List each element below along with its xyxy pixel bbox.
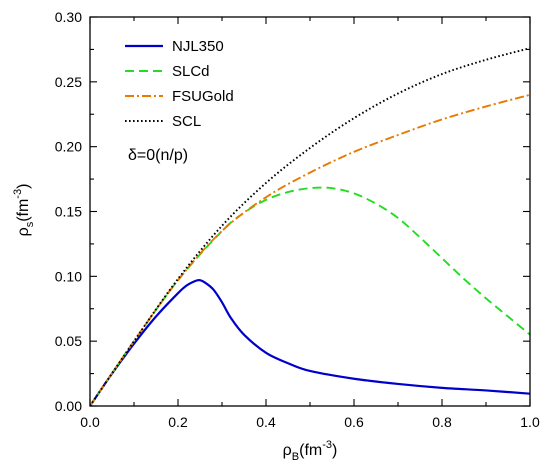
y-tick-label: 0.30 <box>55 9 82 25</box>
y-tick-label: 0.05 <box>55 333 82 349</box>
y-tick-label: 0.10 <box>55 268 82 284</box>
x-tick-label: 0.0 <box>80 414 100 430</box>
ticks-layer: 0.0 0.2 0.4 0.6 0.8 1.0 0.00 0.05 0.10 0.15 0.20 0.… <box>55 9 540 430</box>
x-axis-label: ρB(fm-3) <box>283 439 338 463</box>
legend-label-scl: SCL <box>172 113 201 130</box>
annotation-text: δ=0(n/p) <box>128 147 188 164</box>
series-line-njl350 <box>90 279 530 406</box>
y-tick-label: 0.20 <box>55 139 82 155</box>
y-axis-label: ρs(fm-3) <box>12 184 36 237</box>
y-tick-label: 0.25 <box>55 74 82 90</box>
plot-frame <box>89 16 531 407</box>
legend-label-njl350: NJL350 <box>172 38 224 55</box>
legend: NJL350 SLCd FSUGold SCL <box>125 38 234 130</box>
axes-layer <box>89 16 531 407</box>
legend-label-fsugold: FSUGold <box>172 88 234 105</box>
series-line-scl <box>90 47 530 406</box>
x-tick-label: 0.8 <box>432 414 452 430</box>
series-layer <box>90 47 530 406</box>
x-tick-label: 0.4 <box>256 414 276 430</box>
y-tick-label: 0.00 <box>55 398 82 414</box>
x-tick-label: 1.0 <box>520 414 540 430</box>
x-tick-label: 0.2 <box>168 414 188 430</box>
y-tick-label: 0.15 <box>55 204 82 220</box>
series-line-slcd <box>90 186 530 406</box>
x-tick-label: 0.6 <box>344 414 364 430</box>
series-line-fsugold <box>90 93 530 406</box>
legend-label-slcd: SLCd <box>172 63 210 80</box>
